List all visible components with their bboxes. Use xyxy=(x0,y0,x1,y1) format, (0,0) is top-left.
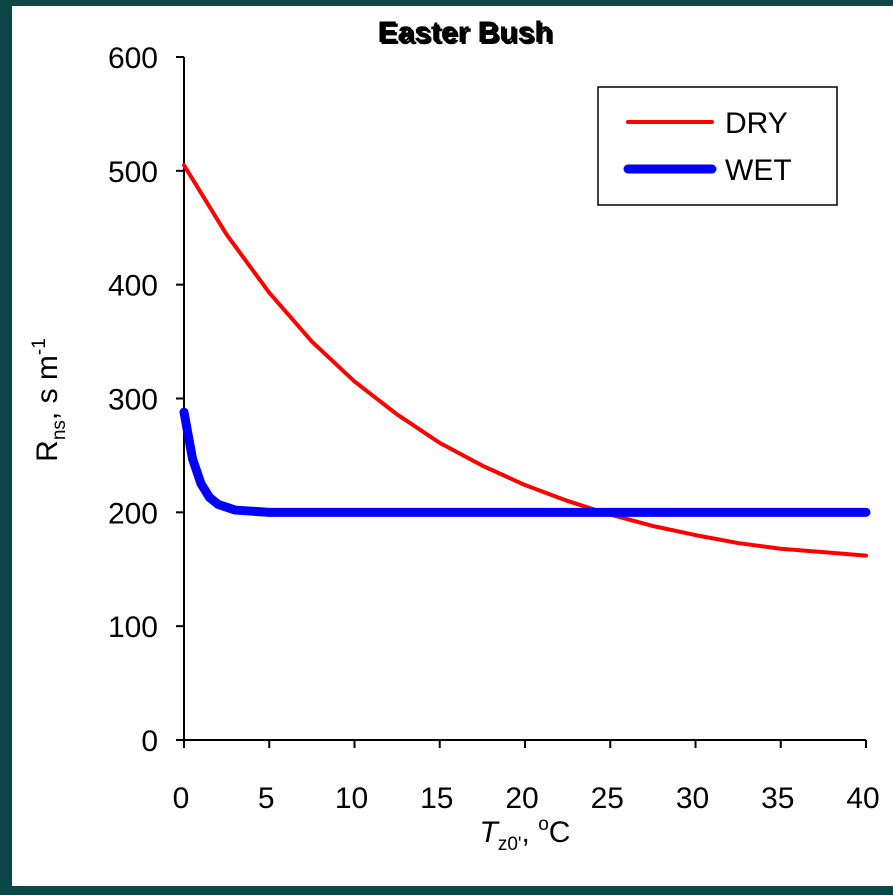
x-tick-label: 0 xyxy=(173,782,190,815)
series-line xyxy=(182,163,868,558)
x-tick-label: 15 xyxy=(420,782,453,815)
title-shadow: Easter Bush xyxy=(379,18,554,51)
y-tick-label: 100 xyxy=(108,611,158,644)
x-tick-label: 5 xyxy=(258,782,275,815)
x-tick-label: 30 xyxy=(676,782,709,815)
y-label-sup: -1 xyxy=(29,338,50,355)
y-tick-label: 200 xyxy=(108,497,158,530)
y-label-main: R xyxy=(31,440,64,462)
x-label-sup: o xyxy=(538,814,549,835)
legend-label: DRY xyxy=(725,107,788,140)
y-label-sub: ns xyxy=(49,420,70,440)
x-tick-label: 40 xyxy=(846,782,879,815)
x-label-rest: , xyxy=(522,816,539,849)
legend-label: WET xyxy=(725,154,792,187)
y-tick-label: 500 xyxy=(108,156,158,189)
x-axis-label: Tz0', oC xyxy=(480,814,571,855)
x-label-sub: z0' xyxy=(498,834,522,855)
y-tick-label: 400 xyxy=(108,270,158,303)
legend-box xyxy=(597,86,838,206)
chart-title: Easter Bush xyxy=(377,16,552,49)
x-tick-label: 20 xyxy=(505,782,538,815)
y-label-rest: , s m xyxy=(31,355,64,420)
x-tick-label: 10 xyxy=(335,782,368,815)
x-tick-label: 35 xyxy=(761,782,794,815)
y-tick-label: 300 xyxy=(108,384,158,417)
x-label-tail: C xyxy=(549,816,571,849)
y-tick-label: 0 xyxy=(141,725,158,758)
x-label-main: T xyxy=(480,816,501,849)
series-line xyxy=(179,407,871,517)
x-tick-label: 25 xyxy=(591,782,624,815)
y-axis-label: Rns, s m-1 xyxy=(29,338,70,462)
y-tick-label: 600 xyxy=(108,42,158,75)
